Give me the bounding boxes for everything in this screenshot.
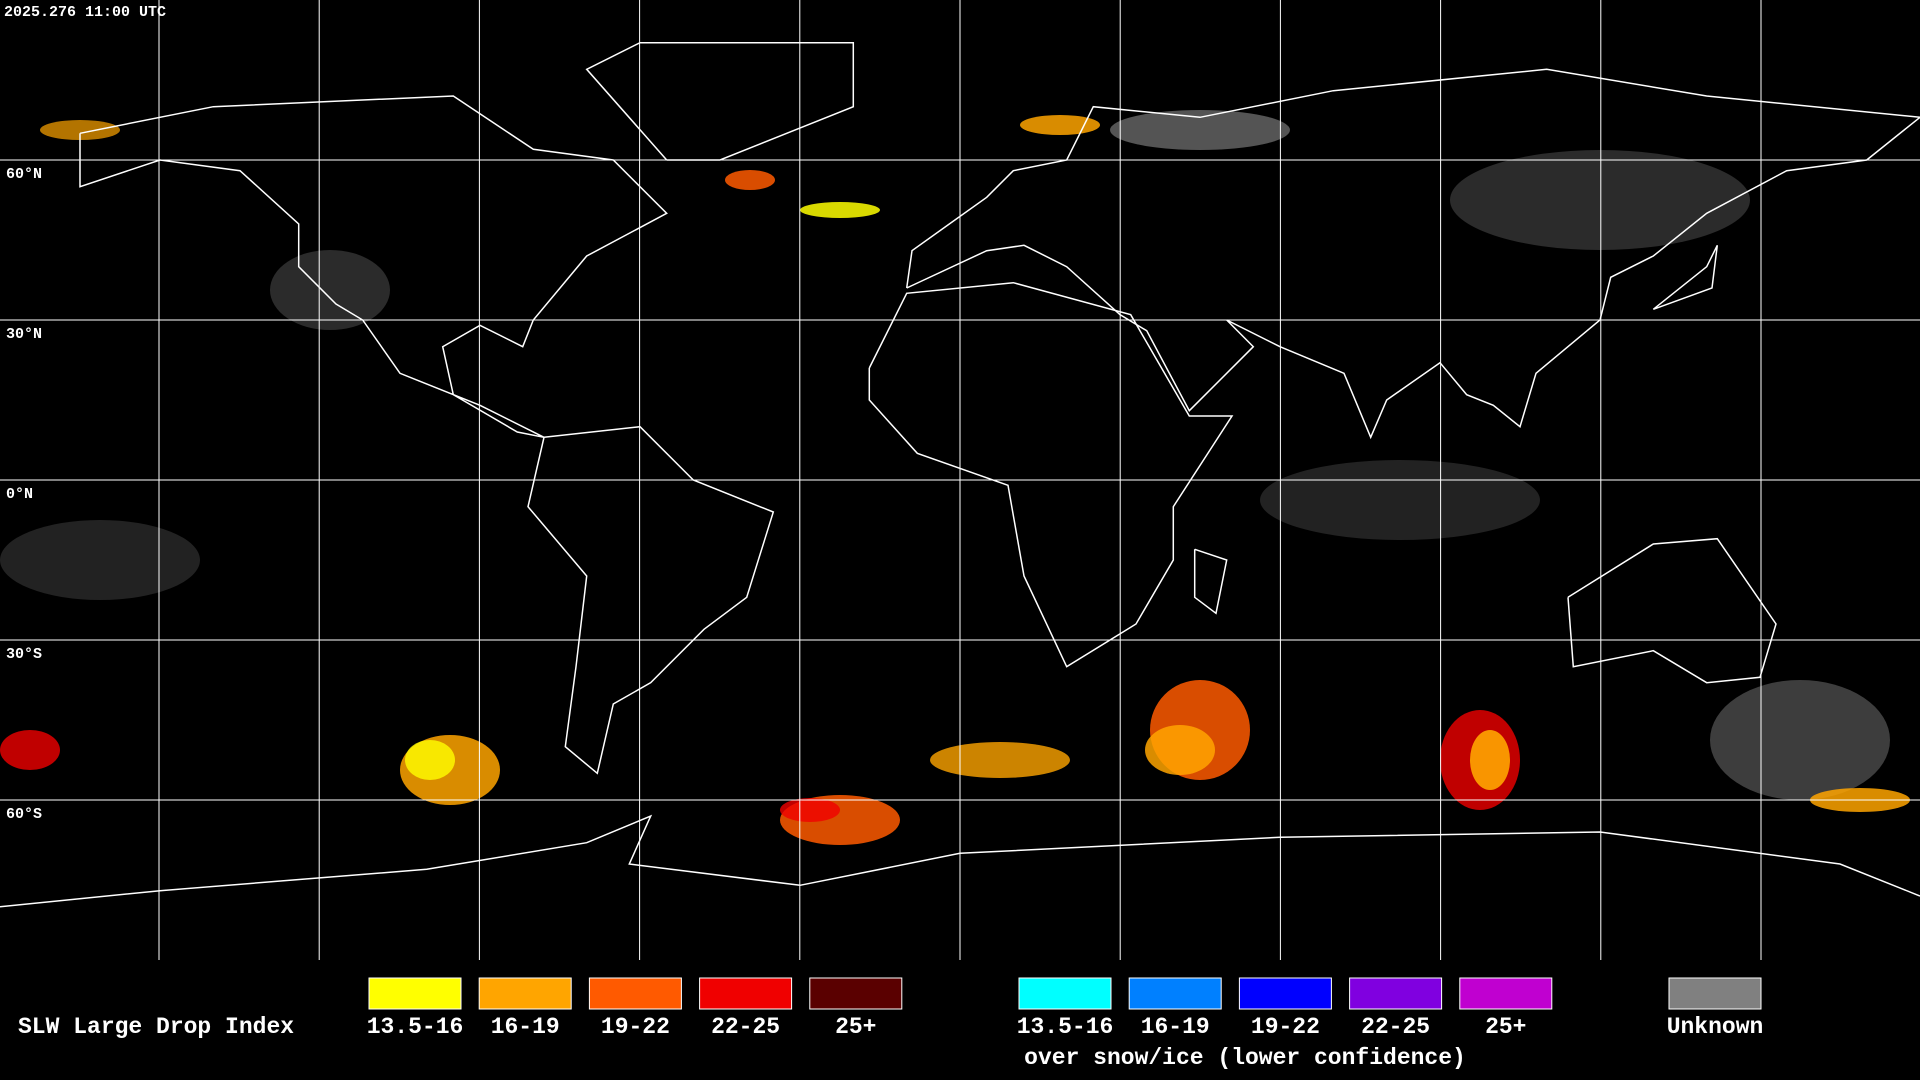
legend-swatch <box>1128 977 1222 1010</box>
precip <box>800 202 880 218</box>
cloud-patches <box>0 110 1890 800</box>
cloud <box>270 250 390 330</box>
legend-label: Unknown <box>1667 1014 1764 1040</box>
precip <box>1020 115 1100 135</box>
legend-swatch <box>1018 977 1112 1010</box>
precip <box>930 742 1070 778</box>
legend-swatch <box>1668 977 1762 1010</box>
legend-swatch <box>478 977 572 1010</box>
lat-label: 0°N <box>6 486 33 503</box>
precip <box>780 798 840 822</box>
legend-swatch <box>1349 977 1443 1010</box>
coastlines <box>0 41 1920 908</box>
legend-label: 13.5-16 <box>367 1014 464 1040</box>
legend-label: 22-25 <box>1361 1014 1430 1040</box>
coastline <box>868 281 1234 668</box>
legend-swatch <box>1238 977 1332 1010</box>
cloud <box>1110 110 1290 150</box>
coastline <box>527 425 775 775</box>
legend-swatch <box>588 977 682 1010</box>
lat-label: 30°N <box>6 326 42 343</box>
timestamp: 2025.276 11:00 UTC <box>4 4 166 21</box>
legend-label: 16-19 <box>1141 1014 1210 1040</box>
cloud <box>1260 460 1540 540</box>
lat-label: 60°N <box>6 166 42 183</box>
legend-label: 22-25 <box>711 1014 780 1040</box>
precip <box>1470 730 1510 790</box>
coastline <box>1193 548 1228 615</box>
cloud <box>0 520 200 600</box>
coastline <box>79 95 668 439</box>
lat-label: 60°S <box>6 806 42 823</box>
legend-label: 25+ <box>835 1014 876 1040</box>
coastline <box>0 814 1920 908</box>
precip <box>1145 725 1215 775</box>
precip-patches <box>0 115 1910 845</box>
precip <box>725 170 775 190</box>
legend-swatch <box>1459 977 1553 1010</box>
legend-label: 19-22 <box>601 1014 670 1040</box>
legend-swatch <box>699 977 793 1010</box>
legend-note: over snow/ice (lower confidence) <box>1024 1045 1466 1071</box>
precip <box>405 740 455 780</box>
cloud <box>1710 680 1890 800</box>
lat-label: 30°S <box>6 646 42 663</box>
cloud <box>1450 150 1750 250</box>
legend-title: SLW Large Drop Index <box>18 1014 294 1040</box>
legend-label: 13.5-16 <box>1017 1014 1114 1040</box>
coastline <box>1652 244 1719 311</box>
precip <box>0 730 60 770</box>
legend: SLW Large Drop Index over snow/ice (lowe… <box>18 977 1764 1071</box>
legend-label: 19-22 <box>1251 1014 1320 1040</box>
precip <box>40 120 120 140</box>
legend-label: 25+ <box>1485 1014 1526 1040</box>
coastline <box>905 68 1920 440</box>
legend-swatch <box>809 977 903 1010</box>
graticule <box>0 0 1920 960</box>
coastline <box>1567 537 1777 684</box>
legend-label: 16-19 <box>491 1014 560 1040</box>
legend-swatch <box>368 977 462 1010</box>
